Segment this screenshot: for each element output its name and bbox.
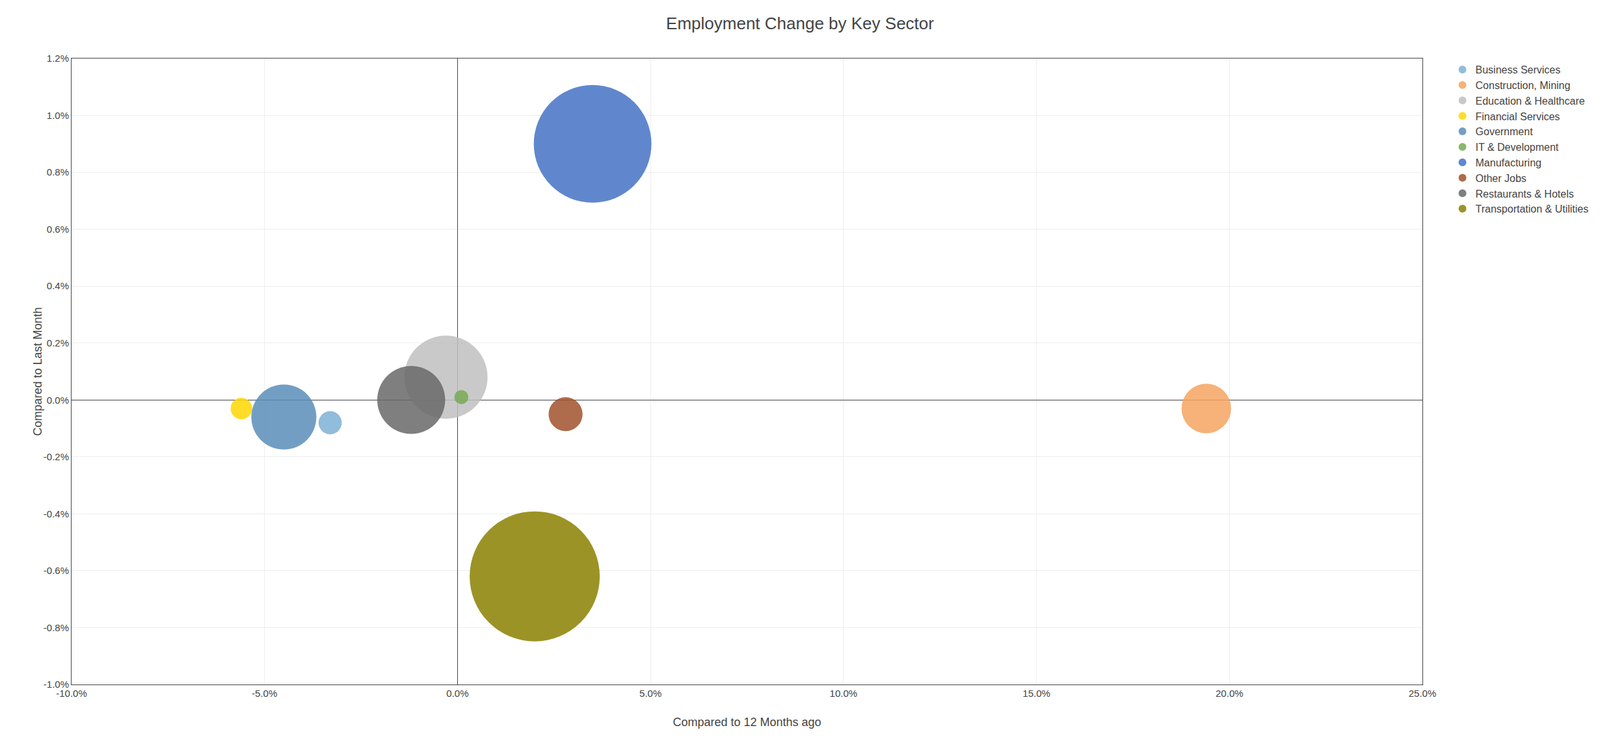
svg-text:10.0%: 10.0% [829, 688, 858, 700]
svg-text:Compared to 12 Months ago: Compared to 12 Months ago [672, 716, 821, 730]
svg-text:-10.0%: -10.0% [55, 688, 88, 700]
svg-text:0.6%: 0.6% [46, 223, 69, 235]
svg-text:Business Services: Business Services [1475, 64, 1561, 76]
svg-text:0.0%: 0.0% [446, 688, 469, 700]
svg-text:0.4%: 0.4% [46, 280, 69, 292]
svg-text:Education & Healthcare: Education & Healthcare [1475, 95, 1586, 107]
svg-text:Restaurants & Hotels: Restaurants & Hotels [1475, 188, 1574, 200]
svg-text:15.0%: 15.0% [1022, 688, 1051, 700]
svg-text:Employment Change by Key Secto: Employment Change by Key Sector [666, 13, 934, 34]
svg-text:Financial Services: Financial Services [1475, 111, 1561, 123]
svg-text:0.2%: 0.2% [46, 337, 69, 349]
svg-text:1.0%: 1.0% [46, 109, 69, 121]
svg-text:Compared to Last Month: Compared to Last Month [31, 306, 45, 436]
svg-text:-1.0%: -1.0% [43, 679, 69, 691]
svg-text:-0.8%: -0.8% [43, 622, 69, 634]
svg-text:Government: Government [1475, 126, 1534, 138]
svg-text:Construction, Mining: Construction, Mining [1475, 80, 1571, 92]
svg-text:-0.4%: -0.4% [43, 508, 69, 520]
svg-text:20.0%: 20.0% [1215, 688, 1244, 700]
svg-text:Other Jobs: Other Jobs [1475, 173, 1527, 185]
svg-text:Manufacturing: Manufacturing [1475, 157, 1542, 169]
svg-text:0.0%: 0.0% [46, 394, 69, 406]
svg-text:5.0%: 5.0% [639, 688, 662, 700]
svg-text:1.2%: 1.2% [46, 52, 69, 64]
svg-text:-0.2%: -0.2% [43, 451, 69, 463]
svg-text:-0.6%: -0.6% [43, 565, 69, 577]
svg-text:IT & Development: IT & Development [1475, 141, 1560, 153]
svg-text:Transportation & Utilities: Transportation & Utilities [1475, 203, 1589, 215]
svg-text:-5.0%: -5.0% [251, 688, 278, 700]
svg-text:25.0%: 25.0% [1408, 688, 1437, 700]
svg-text:0.8%: 0.8% [46, 166, 69, 178]
